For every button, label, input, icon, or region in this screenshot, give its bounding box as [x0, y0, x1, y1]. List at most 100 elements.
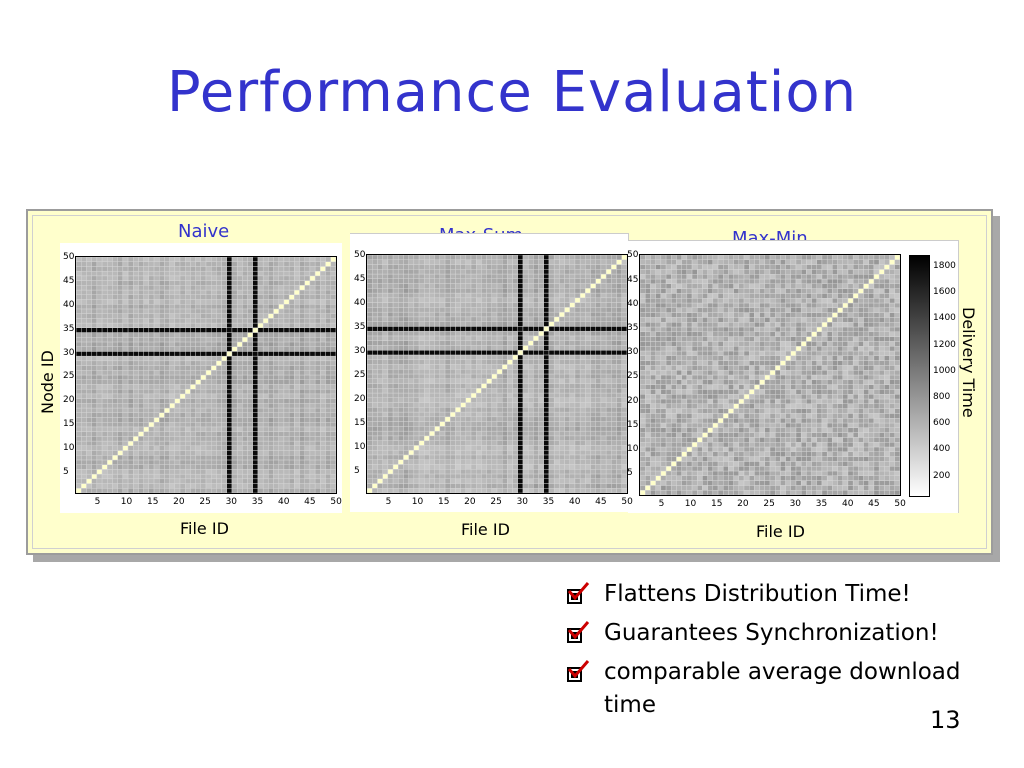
- heatmap-cell: [299, 473, 305, 480]
- heatmap-cell: [288, 294, 295, 300]
- heatmap-cell: [81, 483, 87, 489]
- heatmap-cell: [231, 355, 238, 362]
- heatmap-cell: [590, 454, 596, 460]
- heatmap-cell: [481, 469, 487, 475]
- heatmap-cell: [434, 335, 441, 341]
- heatmap-cell: [481, 473, 487, 479]
- heatmap-cell: [590, 311, 596, 318]
- heatmap-cell: [242, 488, 248, 493]
- heatmap-cell: [392, 373, 399, 379]
- heatmap-cell: [439, 359, 446, 365]
- heatmap-cell: [450, 488, 456, 493]
- heatmap-cell: [148, 304, 155, 310]
- heatmap-cell: [382, 383, 389, 389]
- heatmap-cell: [268, 346, 274, 352]
- heatmap-cell: [496, 421, 503, 427]
- heatmap-cell: [372, 397, 378, 403]
- heatmap-cell: [574, 392, 581, 398]
- heatmap-cell: [164, 318, 170, 324]
- heatmap-cell: [231, 261, 238, 267]
- heatmap-cell: [117, 436, 124, 442]
- heatmap-cell: [133, 473, 139, 480]
- heatmap-cell: [330, 426, 336, 432]
- heatmap-cell: [257, 351, 264, 357]
- heatmap-cell: [179, 318, 186, 324]
- heatmap-cell: [117, 393, 124, 399]
- heatmap-cell: [564, 488, 570, 493]
- heatmap-cell: [413, 411, 420, 418]
- heatmap-cell: [330, 322, 336, 328]
- heatmap-cell: [81, 294, 87, 300]
- heatmap-cell: [86, 483, 92, 489]
- heatmap-cell: [81, 365, 87, 371]
- heatmap-cell: [517, 445, 524, 451]
- heatmap-cell: [138, 478, 144, 484]
- heatmap-cell: [221, 459, 227, 465]
- heatmap-cell: [455, 449, 461, 456]
- heatmap-cell: [517, 454, 524, 460]
- heatmap-cell: [564, 445, 570, 451]
- heatmap-cell: [470, 464, 477, 470]
- heatmap-cell: [107, 478, 113, 484]
- heatmap-cell: [278, 440, 285, 446]
- heatmap-cell: [91, 266, 98, 272]
- heatmap-cell: [600, 440, 607, 446]
- heatmap-cell: [517, 430, 524, 437]
- heatmap-cell: [491, 330, 498, 337]
- heatmap-cell: [481, 326, 487, 332]
- heatmap-cell: [585, 335, 591, 341]
- heatmap-cell: [429, 397, 435, 403]
- heatmap-cell: [496, 273, 503, 279]
- heatmap-cell: [101, 440, 108, 446]
- heatmap-cell: [507, 483, 513, 489]
- heatmap-cell: [179, 308, 186, 314]
- heatmap-cell: [320, 289, 326, 295]
- heatmap-cell: [559, 469, 565, 475]
- heatmap-cell: [153, 426, 160, 432]
- heatmap-cell: [81, 412, 87, 418]
- heatmap-cell: [579, 383, 586, 389]
- heatmap-cell: [278, 436, 285, 442]
- heatmap-cell: [101, 308, 108, 314]
- heatmap-cell: [262, 261, 269, 267]
- heatmap-cell: [309, 313, 316, 319]
- heatmap-cell: [185, 426, 191, 432]
- heatmap-cell: [501, 302, 508, 308]
- heatmap-cell: [314, 322, 321, 328]
- heatmap-cell: [403, 278, 409, 284]
- heatmap-cell: [252, 478, 259, 484]
- heatmap-cell: [424, 459, 430, 465]
- heatmap-cell: [434, 345, 441, 351]
- heatmap-cell: [143, 488, 150, 493]
- heatmap-cell: [330, 422, 336, 428]
- heatmap-cell: [439, 373, 446, 379]
- heatmap-cell: [138, 341, 144, 347]
- heatmap-cell: [216, 341, 222, 347]
- heatmap-cell: [403, 321, 409, 327]
- heatmap-cell: [585, 326, 591, 332]
- heatmap-cell: [247, 257, 253, 262]
- heatmap-cell: [242, 464, 248, 470]
- heatmap-cell: [96, 266, 103, 272]
- heatmap-cell: [517, 259, 524, 265]
- heatmap-cell: [424, 397, 430, 403]
- heatmap-cell: [434, 321, 441, 327]
- heatmap-cell: [200, 360, 207, 366]
- heatmap-cell: [164, 374, 170, 380]
- heatmap-cell: [413, 454, 420, 460]
- heatmap-cell: [309, 370, 316, 376]
- heatmap-cell: [382, 430, 389, 437]
- heatmap-cell: [210, 478, 217, 484]
- heatmap-cell: [226, 483, 233, 489]
- heatmap-cell: [439, 473, 446, 479]
- heatmap-cell: [444, 483, 451, 489]
- heatmap-cell: [418, 326, 425, 332]
- heatmap-cell: [247, 341, 253, 347]
- heatmap-cell: [564, 483, 570, 489]
- heatmap-cell: [605, 297, 612, 303]
- heatmap-cell: [242, 417, 248, 423]
- heatmap-cell: [424, 255, 430, 260]
- heatmap-cell: [398, 421, 404, 427]
- heatmap-cell: [247, 285, 253, 291]
- heatmap-cell: [107, 365, 113, 371]
